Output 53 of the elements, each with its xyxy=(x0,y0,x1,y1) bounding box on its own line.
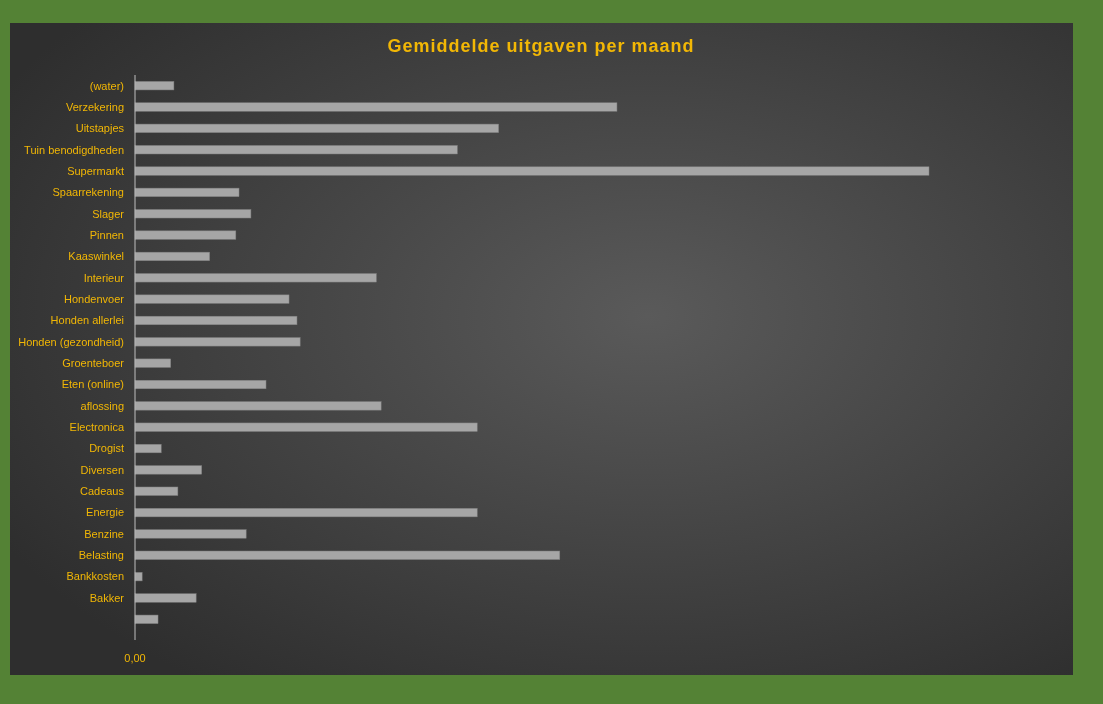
y-tick-label: Interieur xyxy=(83,271,125,284)
y-tick-label: Uitstapjes xyxy=(75,122,125,135)
y-tick-label: Pinnen xyxy=(89,228,124,241)
y-tick-label: Eten (online) xyxy=(61,378,124,391)
y-tick-label: Diversen xyxy=(80,463,124,476)
bar xyxy=(134,422,478,432)
bar xyxy=(134,401,382,411)
y-tick-label: Bankkosten xyxy=(66,570,124,583)
y-tick-label: Bakker xyxy=(89,591,125,604)
bar xyxy=(134,337,301,347)
bar xyxy=(134,380,267,390)
bar xyxy=(134,145,458,155)
y-tick-label: Kaaswinkel xyxy=(68,250,124,263)
y-tick-label: Hondenvoer xyxy=(64,292,125,305)
bar xyxy=(134,209,252,219)
bar xyxy=(134,465,202,475)
y-tick-label: Honden allerlei xyxy=(50,314,124,327)
y-tick-label: (water) xyxy=(89,79,124,92)
bar xyxy=(134,230,237,240)
y-tick-label: Drogist xyxy=(89,442,124,455)
bar xyxy=(134,102,618,112)
bar xyxy=(134,294,290,304)
y-tick-label: Supermarkt xyxy=(67,164,124,177)
bar xyxy=(134,123,499,133)
chart-title: Gemiddelde uitgaven per maand xyxy=(387,36,695,56)
bar xyxy=(134,572,143,582)
bar xyxy=(134,529,247,539)
bar xyxy=(134,187,240,197)
text: 0,00 xyxy=(124,652,146,664)
bar xyxy=(134,508,478,518)
y-tick-label: Benzine xyxy=(84,527,124,540)
bar xyxy=(134,81,175,91)
bar xyxy=(134,251,210,261)
y-tick-label: Electronica xyxy=(69,421,125,434)
bar xyxy=(134,614,159,624)
y-tick-label: Energie xyxy=(86,506,124,519)
bar xyxy=(134,550,561,560)
bar xyxy=(134,486,179,496)
y-tick-label: Verzekering xyxy=(65,100,124,113)
y-tick-label: Groenteboer xyxy=(62,357,125,370)
y-tick-label: Cadeaus xyxy=(79,485,125,498)
bar xyxy=(134,273,377,283)
y-tick-label: Spaarrekening xyxy=(52,186,124,199)
bar xyxy=(134,358,171,368)
bar xyxy=(134,166,930,176)
y-tick-label: Honden (gezondheid) xyxy=(18,335,124,348)
bar xyxy=(134,444,162,454)
bar xyxy=(134,593,197,603)
y-tick-label: Slager xyxy=(92,207,125,220)
bar xyxy=(134,315,298,325)
y-tick-label: Belasting xyxy=(78,549,124,562)
y-tick-label: Tuin benodigdheden xyxy=(24,143,124,156)
y-tick-label: aflossing xyxy=(80,399,124,412)
